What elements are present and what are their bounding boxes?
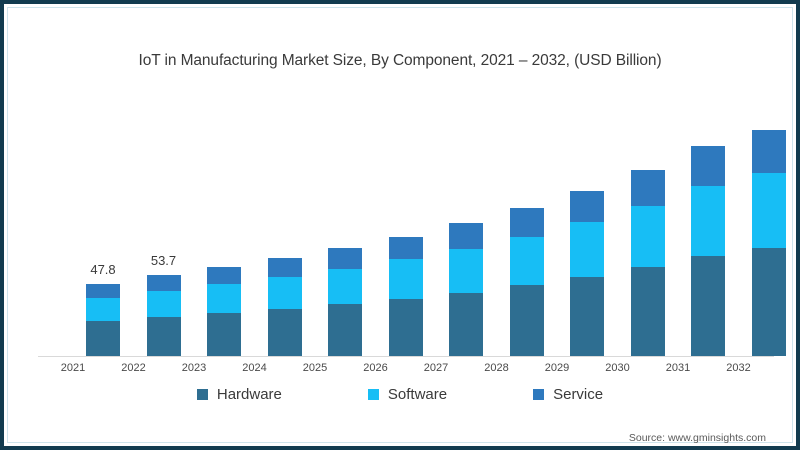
- bar-2024[interactable]: [267, 258, 302, 356]
- bar-segment-service: [267, 258, 302, 277]
- legend-item-service[interactable]: Service: [533, 386, 603, 403]
- bar-segment-hardware: [630, 266, 665, 356]
- x-axis-tick-2030: 2030: [605, 362, 630, 374]
- bar-2031[interactable]: [691, 146, 725, 356]
- x-axis-tick-2025: 2025: [302, 362, 328, 374]
- plot-area: 47.8 53.7: [38, 98, 786, 356]
- x-axis-tick-2022: 2022: [121, 362, 146, 374]
- legend-item-label: Hardware: [216, 386, 282, 403]
- x-axis-tick-2032: 2032: [726, 362, 751, 374]
- bar-segment-service: [570, 190, 604, 223]
- bar-2027[interactable]: [449, 223, 483, 356]
- bar-segment-software: [267, 276, 302, 310]
- x-axis-tick-2026: 2026: [363, 362, 388, 374]
- bar-segment-software: [630, 205, 665, 267]
- bar-segment-software: [207, 284, 241, 314]
- bar-segment-hardware: [207, 313, 241, 356]
- bar-value-label: 53.7: [150, 253, 177, 269]
- bar-2029[interactable]: [570, 190, 604, 356]
- bar-segment-hardware: [267, 309, 302, 356]
- bar-2030[interactable]: [630, 170, 665, 356]
- bar-2022[interactable]: 53.7: [146, 253, 181, 356]
- bar-segment-software: [570, 222, 604, 277]
- bar-segment-hardware: [146, 317, 181, 356]
- x-axis-tick-2028: 2028: [484, 362, 509, 374]
- bar-segment-hardware: [328, 304, 362, 356]
- square-swatch-icon: [367, 389, 379, 400]
- bar-segment-hardware: [570, 276, 604, 356]
- bar-segment-service: [449, 223, 483, 249]
- bar-segment-service: [146, 275, 181, 291]
- bar-segment-software: [388, 259, 423, 299]
- page-title: IoT in Manufacturing Market Size, By Com…: [138, 52, 662, 69]
- bar-2028[interactable]: [509, 208, 544, 356]
- bar-2025[interactable]: [328, 247, 362, 356]
- bar-segment-service: [328, 247, 362, 269]
- source-attribution: Source: www.gminsights.com: [628, 432, 766, 444]
- bar-segment-hardware: [86, 321, 120, 356]
- bar-segment-service: [751, 130, 786, 174]
- x-axis-tick-2029: 2029: [544, 362, 570, 374]
- chart-legend: Hardware Software Service: [8, 386, 792, 403]
- bar-segment-hardware: [449, 292, 483, 356]
- bar-2026[interactable]: [388, 236, 423, 356]
- bar-segment-hardware: [509, 285, 544, 356]
- bar-segment-hardware: [388, 298, 423, 356]
- legend-item-label: Service: [553, 386, 604, 403]
- bar-segment-software: [146, 290, 181, 318]
- bar-segment-software: [691, 186, 725, 256]
- bar-segment-hardware: [691, 255, 725, 356]
- bar-segment-software: [751, 173, 786, 248]
- bar-segment-hardware: [751, 247, 786, 356]
- bar-segment-software: [509, 236, 544, 286]
- bar-segment-service: [630, 170, 665, 206]
- bar-2023[interactable]: [207, 267, 241, 356]
- legend-item-software[interactable]: Software: [367, 386, 448, 403]
- x-axis-tick-2024: 2024: [242, 362, 267, 374]
- bar-segment-service: [691, 146, 725, 187]
- x-axis-line: [38, 356, 774, 357]
- chart-canvas: IoT in Manufacturing Market Size, By Com…: [7, 7, 793, 444]
- bar-segment-software: [86, 297, 120, 322]
- bar-segment-software: [449, 248, 483, 293]
- bar-segment-software: [328, 268, 362, 305]
- legend-item-label: Software: [387, 386, 448, 403]
- bar-segment-service: [207, 267, 241, 285]
- x-axis-tick-2021: 2021: [60, 362, 86, 374]
- square-swatch-icon: [533, 389, 545, 400]
- legend-item-hardware[interactable]: Hardware: [196, 386, 282, 403]
- x-axis-tick-2027: 2027: [423, 362, 449, 374]
- bar-2021[interactable]: 47.8: [86, 262, 120, 356]
- bar-2032[interactable]: [751, 130, 786, 356]
- bar-segment-service: [86, 284, 120, 298]
- x-axis-tick-2023: 2023: [181, 362, 207, 374]
- bar-segment-service: [388, 236, 423, 260]
- square-swatch-icon: [196, 389, 208, 400]
- bar-segment-service: [509, 208, 544, 237]
- bar-value-label: 47.8: [90, 262, 116, 278]
- x-axis-tick-2031: 2031: [665, 362, 691, 374]
